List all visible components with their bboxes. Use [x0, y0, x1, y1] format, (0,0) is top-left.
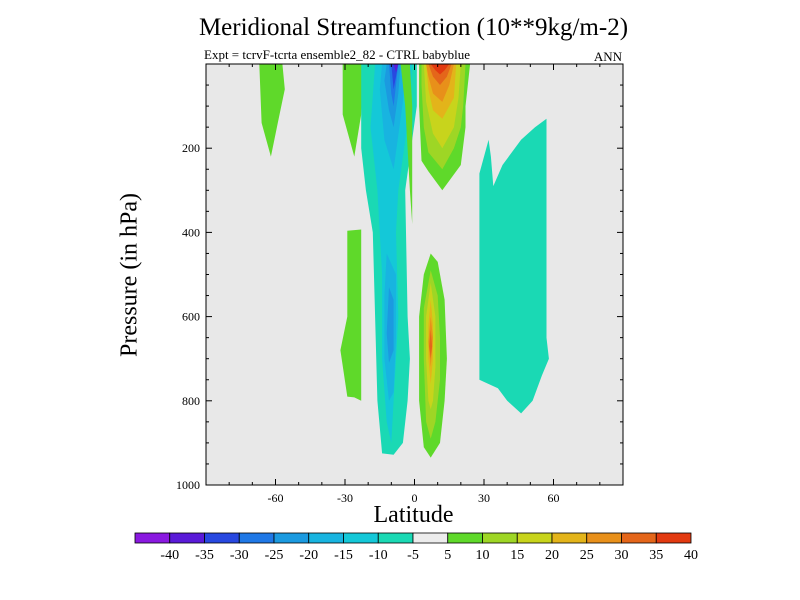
contour-neg-5-sh-cell	[479, 118, 549, 414]
x-tick-label: -30	[337, 491, 353, 505]
colorbar-label: 10	[476, 548, 490, 563]
x-axis-label: Latitude	[373, 502, 454, 528]
colorbar-label: -5	[407, 548, 419, 563]
colorbar-swatch	[134, 532, 171, 544]
colorbar-label: -40	[160, 548, 179, 563]
colorbar-label: -30	[230, 548, 249, 563]
colorbar-swatch	[447, 532, 483, 544]
colorbar-swatch	[516, 532, 553, 544]
chart-title: Meridional Streamfunction (10**9kg/m-2)	[198, 14, 629, 41]
x-tick-label: 30	[478, 491, 490, 505]
colorbar-swatch	[586, 532, 622, 544]
colorbar-label: 5	[444, 548, 451, 563]
contour-regions	[259, 63, 549, 458]
contour-pos-35-upper-cell	[430, 64, 450, 75]
colorbar-swatch	[273, 532, 310, 544]
colorbar-swatch	[343, 532, 379, 544]
colorbar-label: 15	[510, 548, 524, 563]
colorbar-swatch	[204, 532, 240, 544]
colorbar-swatch	[621, 532, 657, 544]
colorbar-swatch	[377, 532, 414, 544]
x-tick-label: 60	[548, 491, 560, 505]
plot-background	[206, 64, 623, 485]
contour-neg-35-core	[393, 64, 399, 73]
x-tick-label: 0	[412, 491, 418, 505]
colorbar-label: -25	[265, 548, 284, 563]
contour-pos-5-nh-streak	[400, 64, 413, 224]
season-label: ANN	[593, 49, 622, 64]
contour-pos-5-sh-upper	[259, 64, 285, 157]
y-tick-label: 200	[182, 141, 200, 155]
contour-pos-5-nh-lower-upper	[340, 229, 362, 401]
colorbar-label: 40	[684, 548, 698, 563]
colorbar-label: 35	[649, 548, 663, 563]
colorbar-label: -35	[195, 548, 214, 563]
colorbar: -40 -35 -30 -25 -20 -15 -10 -5 5 10 15 20 25 30 35 40	[134, 532, 698, 563]
y-tick-label: 800	[182, 394, 200, 408]
contour-pos-5-nh-upper	[342, 63, 364, 157]
colorbar-label: 25	[580, 548, 594, 563]
y-tick-label: 1000	[176, 478, 200, 492]
colorbar-swatch	[238, 532, 275, 544]
contour-neg-10-outer	[370, 64, 413, 443]
colorbar-swatch	[551, 532, 588, 544]
contour-pos-30-lower-cell	[429, 329, 433, 359]
contour-neg-20-lower	[386, 287, 394, 363]
x-tick-label: -60	[268, 491, 284, 505]
colorbar-swatch	[308, 532, 344, 544]
colorbar-label: 20	[545, 548, 559, 563]
colorbar-swatch	[482, 532, 518, 544]
y-tick-label: 400	[182, 225, 200, 239]
y-tick-label: 600	[182, 310, 200, 324]
colorbar-label: -20	[299, 548, 318, 563]
colorbar-label: -10	[369, 548, 388, 563]
colorbar-swatch	[655, 532, 692, 544]
chart-subtitle: Expt = tcrvF-tcrta ensemble2_82 - CTRL b…	[204, 47, 471, 62]
colorbar-label: -15	[334, 548, 353, 563]
colorbar-swatch	[169, 532, 205, 544]
colorbar-swatch	[412, 532, 449, 544]
axis-ticks: -60 -30 0 30 60 200 400 600 800 1000	[176, 63, 624, 505]
colorbar-label: 30	[615, 548, 629, 563]
